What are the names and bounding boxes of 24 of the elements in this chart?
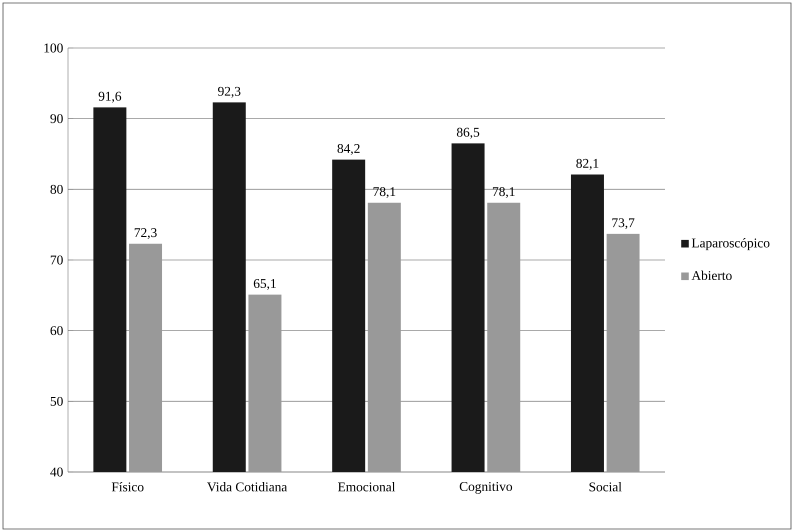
x-tick-label: Físico: [112, 482, 144, 492]
y-tick-label: 50: [50, 396, 63, 406]
data-label: 78,1: [492, 187, 515, 198]
data-label: 78,1: [374, 187, 396, 198]
y-tick-label: 70: [50, 255, 63, 264]
legend-label: Abierto: [692, 270, 732, 280]
data-label: 91,6: [98, 92, 122, 103]
y-tick-label: 80: [50, 184, 63, 194]
data-label: 65,1: [254, 279, 276, 290]
y-tick-label: 40: [50, 467, 63, 476]
x-tick-label: Vida Cotidiana: [207, 482, 288, 492]
data-label: 86,5: [456, 128, 480, 139]
data-label: 82,1: [576, 158, 598, 170]
y-tick-label: 60: [50, 326, 63, 336]
y-tick-label: 90: [50, 114, 63, 124]
data-label: 73,7: [612, 218, 634, 230]
data-label: 92,3: [218, 86, 240, 98]
x-tick-label: Emocional: [338, 482, 396, 492]
x-tick-label: Cognitivo: [460, 482, 512, 494]
data-label: 72,3: [134, 228, 157, 240]
legend-label: Laparoscópico: [692, 238, 770, 250]
y-tick-label: 100: [44, 43, 63, 52]
x-tick-label: Social: [590, 482, 622, 492]
data-label: 84,2: [338, 144, 360, 155]
